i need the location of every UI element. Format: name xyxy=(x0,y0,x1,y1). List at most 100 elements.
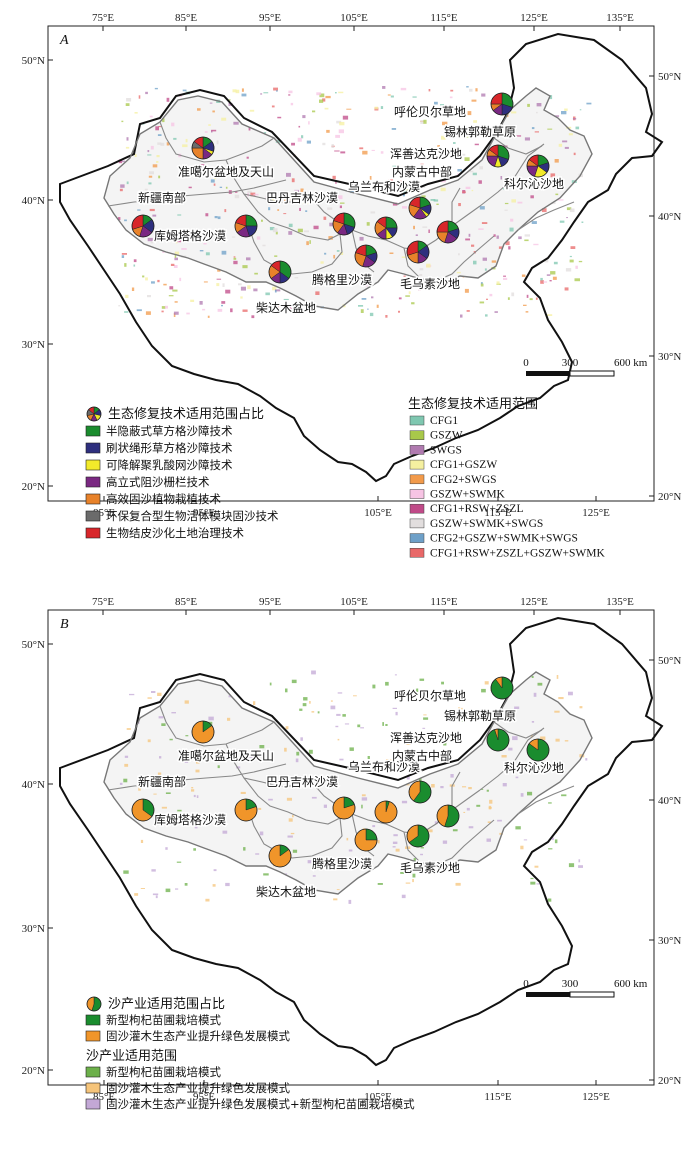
coverage-patch xyxy=(397,180,402,184)
coverage-patch xyxy=(467,111,472,116)
coverage-patch xyxy=(228,695,232,698)
coverage-patch xyxy=(440,104,445,106)
coverage-patch xyxy=(464,157,470,161)
coverage-patch xyxy=(169,738,173,741)
coverage-patch xyxy=(549,95,553,100)
coverage-patch xyxy=(273,87,278,91)
coverage-patch xyxy=(472,172,477,176)
coverage-patch xyxy=(385,315,388,318)
coverage-patch xyxy=(222,283,225,287)
coverage-patch xyxy=(185,138,188,143)
coverage-patch xyxy=(386,759,392,763)
coverage-patch xyxy=(288,223,293,228)
region-label: 乌兰布和沙漠 xyxy=(348,179,420,194)
scale-bar xyxy=(526,992,570,997)
coverage-patch xyxy=(224,209,227,213)
coverage-patch xyxy=(150,145,154,150)
coverage-patch xyxy=(325,277,329,280)
coverage-patch xyxy=(271,196,276,198)
coverage-patch xyxy=(272,286,277,291)
coverage-patch xyxy=(263,132,267,134)
coverage-patch xyxy=(456,863,460,867)
coverage-patch xyxy=(331,144,334,148)
coverage-patch xyxy=(550,271,556,275)
coverage-patch xyxy=(508,246,511,250)
range-legend-item: CFG1+RSW+ZSZL xyxy=(430,503,523,515)
coverage-patch xyxy=(217,765,220,769)
coverage-patch xyxy=(157,692,162,696)
pie-chart xyxy=(86,996,102,1012)
coverage-patch xyxy=(183,170,187,174)
coverage-patch xyxy=(240,286,246,291)
coverage-patch xyxy=(512,736,518,741)
region-label-halo: 巴丹吉林沙漠 xyxy=(266,191,338,205)
coverage-patch xyxy=(183,759,189,763)
range-legend-item: GSZW xyxy=(430,430,463,442)
coverage-patch xyxy=(219,186,223,188)
coverage-patch xyxy=(225,882,230,887)
coverage-patch xyxy=(468,826,474,829)
coverage-patch xyxy=(197,108,201,111)
coverage-patch xyxy=(461,111,467,116)
coverage-patch xyxy=(336,250,340,252)
region-label-halo: 柴达木盆地 xyxy=(256,885,316,899)
coverage-patch xyxy=(308,201,314,203)
coverage-patch xyxy=(214,216,218,219)
coverage-patch xyxy=(510,218,514,222)
top-lon-tick: 125°E xyxy=(520,596,548,608)
coverage-patch xyxy=(144,188,148,191)
pie-legend-item: 高立式阻沙栅栏技术 xyxy=(106,475,210,489)
pie-chart xyxy=(332,796,356,820)
bottom-lon-tick: 105°E xyxy=(364,1091,392,1103)
coverage-patch xyxy=(432,165,436,168)
coverage-patch xyxy=(299,885,303,888)
region-label-halo: 浑善达克沙地 xyxy=(390,146,462,161)
region-label-halo: 科尔沁沙地 xyxy=(504,760,564,775)
coverage-patch xyxy=(151,691,156,693)
coverage-patch xyxy=(401,256,406,258)
coverage-patch xyxy=(158,716,164,719)
coverage-patch xyxy=(161,723,166,726)
coverage-patch xyxy=(290,832,295,835)
coverage-patch xyxy=(324,252,327,255)
coverage-patch xyxy=(535,297,538,300)
coverage-patch xyxy=(163,283,167,286)
coverage-patch xyxy=(540,736,546,740)
coverage-patch xyxy=(308,749,313,754)
coverage-patch xyxy=(566,217,568,219)
legend-swatch xyxy=(409,415,425,426)
coverage-patch xyxy=(214,176,217,180)
coverage-patch xyxy=(165,792,171,794)
coverage-patch xyxy=(152,164,158,168)
coverage-patch xyxy=(275,289,281,292)
coverage-patch xyxy=(284,747,287,752)
legend-swatch xyxy=(85,1030,101,1042)
region-label: 内蒙古中部 xyxy=(392,164,452,179)
coverage-patch xyxy=(496,235,499,239)
coverage-patch xyxy=(327,207,333,210)
region-label-halo: 锡林郭勒草原 xyxy=(444,708,516,723)
coverage-patch xyxy=(363,184,367,186)
pie-legend-title: 生态修复技术适用范围占比 xyxy=(108,407,264,422)
legend-swatch xyxy=(85,442,101,454)
coverage-patch xyxy=(191,787,194,789)
coverage-patch xyxy=(258,807,262,810)
pie-chart xyxy=(332,212,356,236)
coverage-patch xyxy=(341,859,344,862)
region-label: 呼伦贝尔草地 xyxy=(394,688,466,703)
coverage-patch xyxy=(160,776,166,780)
coverage-patch xyxy=(486,789,489,792)
coverage-patch xyxy=(182,89,187,92)
coverage-patch xyxy=(489,799,493,804)
scale-label: 600 km xyxy=(614,357,648,369)
range-legend-item: GSZW+SWMK+SWGS xyxy=(430,518,543,530)
region-label-halo: 内蒙古中部 xyxy=(392,164,452,179)
coverage-patch xyxy=(302,200,309,205)
coverage-patch xyxy=(507,297,510,300)
coverage-patch xyxy=(502,186,506,190)
coverage-patch xyxy=(159,756,162,759)
coverage-patch xyxy=(176,861,182,863)
coverage-patch xyxy=(238,283,242,286)
coverage-patch xyxy=(211,130,213,133)
region-label-halo: 科尔沁沙地 xyxy=(504,176,564,191)
